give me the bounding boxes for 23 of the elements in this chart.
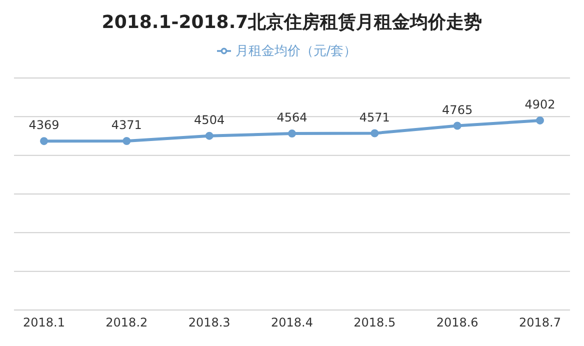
point — [370, 129, 379, 138]
data-label: 4902 — [524, 97, 556, 112]
point — [40, 137, 48, 146]
x-tick-label: 2018.6 — [436, 316, 478, 330]
point — [453, 122, 462, 130]
x-tick-label: 2018.2 — [106, 316, 148, 330]
point — [288, 130, 296, 138]
data-label: 4504 — [194, 112, 225, 127]
x-tick-label: 2018.7 — [519, 316, 561, 330]
x-tick-label: 2018.5 — [354, 316, 396, 330]
chart-title: 2018.1-2018.7北京住房租赁月租金均价走势 — [100, 11, 484, 34]
data-label: 4564 — [276, 110, 308, 125]
data-label: 4571 — [359, 110, 390, 124]
x-tick-label: 2018.3 — [188, 316, 230, 330]
legend-label: 月租金均价（元/套） — [235, 44, 357, 59]
data-label: 4371 — [111, 118, 142, 132]
x-tick-label: 2018.1 — [23, 316, 65, 330]
data-label: 4765 — [442, 102, 473, 117]
x-tick-label: 2018.4 — [271, 316, 313, 330]
point — [205, 132, 214, 140]
data-label: 4369 — [28, 118, 60, 132]
point — [122, 136, 131, 145]
point — [536, 116, 544, 124]
